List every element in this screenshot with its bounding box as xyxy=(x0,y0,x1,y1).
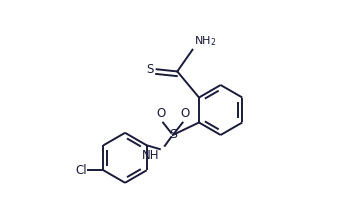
Text: NH: NH xyxy=(142,149,160,162)
Text: Cl: Cl xyxy=(75,164,87,177)
Text: S: S xyxy=(147,63,154,76)
Text: O: O xyxy=(180,107,189,120)
Text: O: O xyxy=(156,107,165,120)
Text: NH$_2$: NH$_2$ xyxy=(193,34,216,48)
Text: S: S xyxy=(169,128,177,141)
